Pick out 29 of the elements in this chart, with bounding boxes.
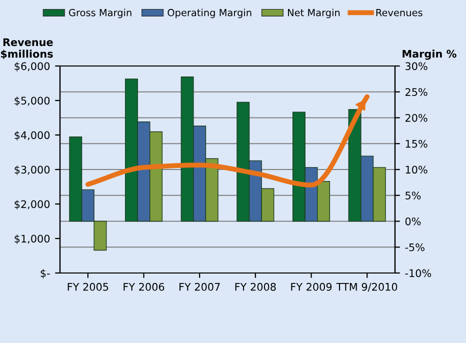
- legend-label: Revenues: [376, 9, 422, 16]
- x-tick-label: FY 2007: [180, 282, 220, 291]
- y-axis-title: Revenue $millions: [0, 38, 53, 60]
- y2-tick-label: 10%: [406, 166, 428, 174]
- x-tick-label: FY 2008: [235, 282, 276, 291]
- y2-tick-label: 25%: [405, 88, 428, 96]
- x-tick-label: TTM 9/2010: [336, 282, 398, 292]
- y-tick-label: $-: [40, 269, 50, 278]
- y-tick-label: $4,000: [14, 131, 50, 140]
- legend-label: Gross Margin: [69, 8, 132, 18]
- x-tick-label: FY 2006: [124, 282, 164, 291]
- y2-tick-label: -10%: [405, 269, 432, 278]
- legend-label: Net Margin: [288, 8, 340, 18]
- x-tick-label: FY 2009: [291, 282, 332, 291]
- y-tick-label: $6,000: [14, 62, 50, 72]
- y-tick-label: $5,000: [14, 96, 50, 106]
- y2-tick-label: 30%: [406, 62, 428, 70]
- line-series: [85, 94, 370, 188]
- y-tick-label: $2,000: [14, 200, 50, 210]
- x-tick-label: FY 2005: [68, 282, 108, 291]
- legend-label: Operating Margin: [168, 8, 252, 18]
- y-tick-label: $3,000: [14, 166, 50, 175]
- y2-tick-label: 20%: [405, 114, 428, 122]
- y2-axis-title: Margin %: [402, 50, 456, 60]
- y2-tick-label: 5%: [406, 192, 421, 200]
- y2-tick-label: 15%: [406, 140, 428, 148]
- y2-tick-label: 0%: [405, 217, 421, 226]
- y2-tick-label: -5%: [405, 243, 424, 252]
- y-tick-label: $1,000: [14, 234, 50, 244]
